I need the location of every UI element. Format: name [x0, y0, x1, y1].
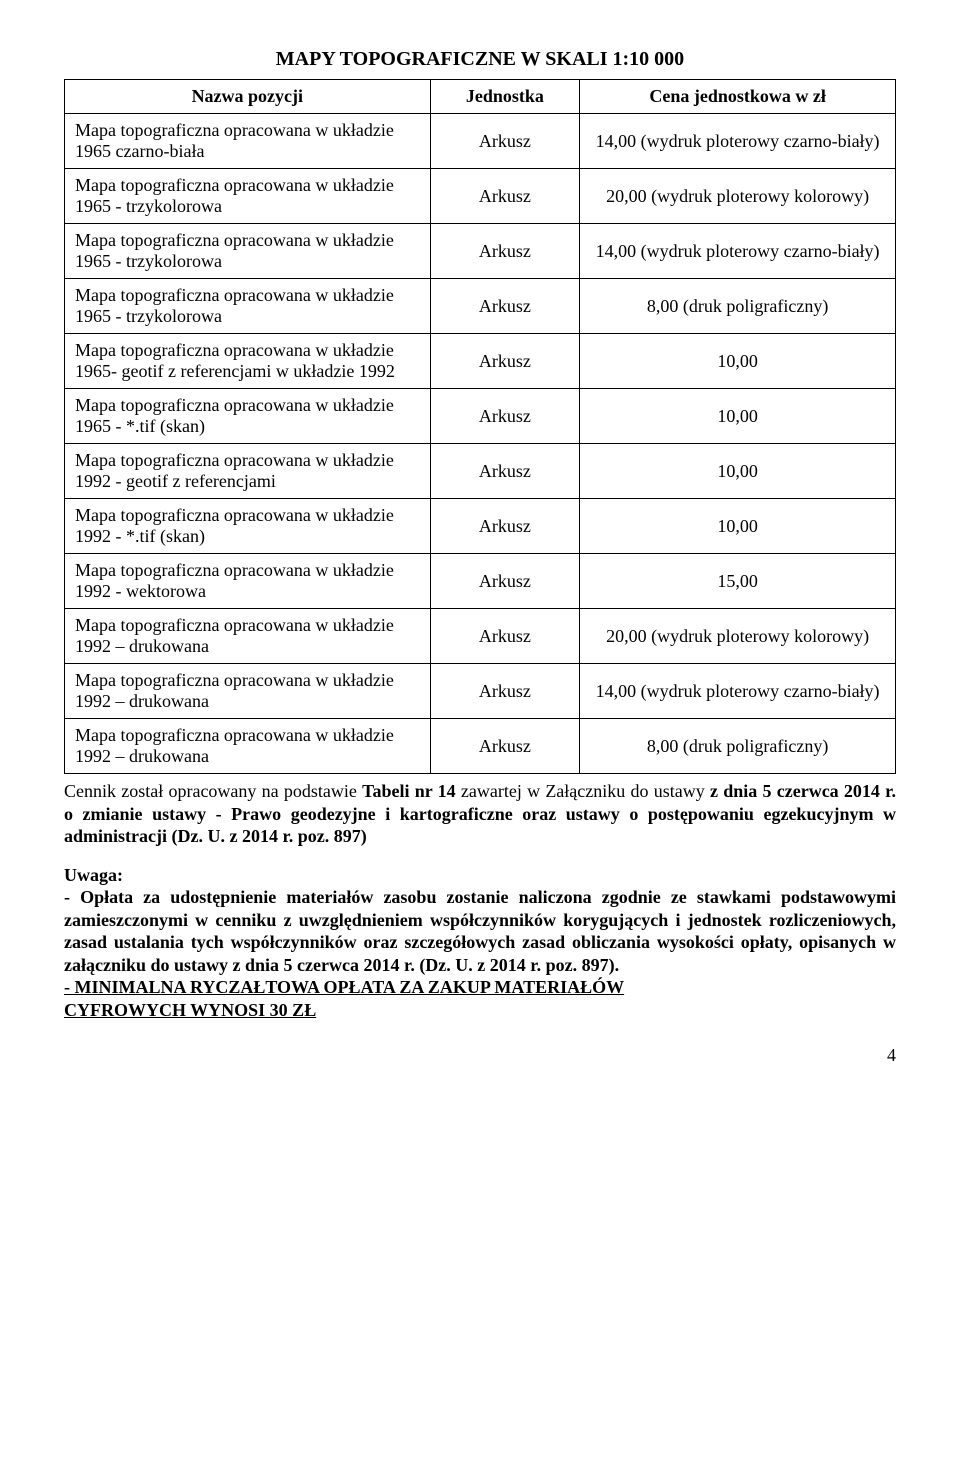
- cell-unit: Arkusz: [430, 554, 580, 609]
- cell-price: 8,00 (druk poligraficzny): [580, 719, 896, 774]
- table-row: Mapa topograficzna opracowana w układzie…: [65, 169, 896, 224]
- cell-unit: Arkusz: [430, 169, 580, 224]
- cell-unit: Arkusz: [430, 609, 580, 664]
- cell-unit: Arkusz: [430, 444, 580, 499]
- cell-price: 8,00 (druk poligraficzny): [580, 279, 896, 334]
- table-row: Mapa topograficzna opracowana w układzie…: [65, 609, 896, 664]
- table-row: Mapa topograficzna opracowana w układzie…: [65, 664, 896, 719]
- footer-text-block: Cennik został opracowany na podstawie Ta…: [64, 780, 896, 1021]
- cell-price: 14,00 (wydruk ploterowy czarno-biały): [580, 114, 896, 169]
- cennik-mid: zawartej w Załączniku do ustawy: [456, 781, 710, 801]
- table-row: Mapa topograficzna opracowana w układzie…: [65, 499, 896, 554]
- cell-price: 20,00 (wydruk ploterowy kolorowy): [580, 609, 896, 664]
- cell-name: Mapa topograficzna opracowana w układzie…: [65, 114, 431, 169]
- cell-name: Mapa topograficzna opracowana w układzie…: [65, 664, 431, 719]
- cell-name: Mapa topograficzna opracowana w układzie…: [65, 279, 431, 334]
- cennik-pre: Cennik został opracowany na podstawie: [64, 781, 362, 801]
- cell-unit: Arkusz: [430, 499, 580, 554]
- table-row: Mapa topograficzna opracowana w układzie…: [65, 279, 896, 334]
- cell-unit: Arkusz: [430, 224, 580, 279]
- cell-name: Mapa topograficzna opracowana w układzie…: [65, 499, 431, 554]
- cell-name: Mapa topograficzna opracowana w układzie…: [65, 444, 431, 499]
- cell-name: Mapa topograficzna opracowana w układzie…: [65, 389, 431, 444]
- col-header-name: Nazwa pozycji: [65, 80, 431, 114]
- uwaga-text: - Opłata za udostępnienie materiałów zas…: [64, 887, 896, 975]
- table-header-row: Nazwa pozycji Jednostka Cena jednostkowa…: [65, 80, 896, 114]
- table-row: Mapa topograficzna opracowana w układzie…: [65, 334, 896, 389]
- page-number: 4: [64, 1045, 896, 1066]
- table-row: Mapa topograficzna opracowana w układzie…: [65, 224, 896, 279]
- min-fee-line1: - MINIMALNA RYCZAŁTOWA OPŁATA ZA ZAKUP M…: [64, 977, 624, 997]
- cell-price: 15,00: [580, 554, 896, 609]
- price-table: Nazwa pozycji Jednostka Cena jednostkowa…: [64, 79, 896, 774]
- table-row: Mapa topograficzna opracowana w układzie…: [65, 554, 896, 609]
- document-title: MAPY TOPOGRAFICZNE W SKALI 1:10 000: [64, 48, 896, 71]
- table-row: Mapa topograficzna opracowana w układzie…: [65, 444, 896, 499]
- col-header-price: Cena jednostkowa w zł: [580, 80, 896, 114]
- cell-name: Mapa topograficzna opracowana w układzie…: [65, 169, 431, 224]
- min-fee-line2: CYFROWYCH WYNOSI 30 ZŁ: [64, 1000, 316, 1020]
- cennik-paragraph: Cennik został opracowany na podstawie Ta…: [64, 780, 896, 848]
- cell-unit: Arkusz: [430, 719, 580, 774]
- table-row: Mapa topograficzna opracowana w układzie…: [65, 719, 896, 774]
- cell-name: Mapa topograficzna opracowana w układzie…: [65, 719, 431, 774]
- cell-unit: Arkusz: [430, 114, 580, 169]
- cell-unit: Arkusz: [430, 389, 580, 444]
- table-row: Mapa topograficzna opracowana w układzie…: [65, 114, 896, 169]
- table-row: Mapa topograficzna opracowana w układzie…: [65, 389, 896, 444]
- cell-price: 14,00 (wydruk ploterowy czarno-biały): [580, 224, 896, 279]
- cell-unit: Arkusz: [430, 279, 580, 334]
- cell-name: Mapa topograficzna opracowana w układzie…: [65, 554, 431, 609]
- cell-name: Mapa topograficzna opracowana w układzie…: [65, 334, 431, 389]
- cell-price: 14,00 (wydruk ploterowy czarno-biały): [580, 664, 896, 719]
- cell-name: Mapa topograficzna opracowana w układzie…: [65, 609, 431, 664]
- cell-unit: Arkusz: [430, 334, 580, 389]
- cennik-bold1: Tabeli nr 14: [362, 781, 456, 801]
- cell-price: 10,00: [580, 444, 896, 499]
- cell-price: 20,00 (wydruk ploterowy kolorowy): [580, 169, 896, 224]
- cell-unit: Arkusz: [430, 664, 580, 719]
- cell-name: Mapa topograficzna opracowana w układzie…: [65, 224, 431, 279]
- col-header-unit: Jednostka: [430, 80, 580, 114]
- cell-price: 10,00: [580, 499, 896, 554]
- uwaga-label: Uwaga:: [64, 865, 123, 885]
- uwaga-paragraph: Uwaga: - Opłata za udostępnienie materia…: [64, 864, 896, 1022]
- cell-price: 10,00: [580, 389, 896, 444]
- cell-price: 10,00: [580, 334, 896, 389]
